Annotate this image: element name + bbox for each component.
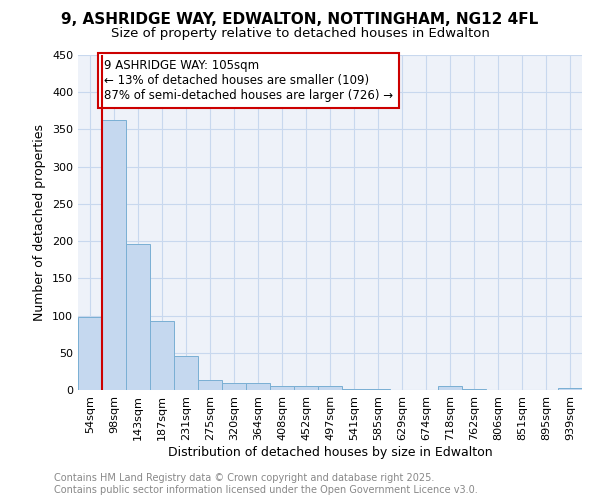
Bar [318,386,342,390]
X-axis label: Distribution of detached houses by size in Edwalton: Distribution of detached houses by size … [167,446,493,458]
Bar [438,386,462,390]
Bar [78,317,102,390]
Text: 9 ASHRIDGE WAY: 105sqm
← 13% of detached houses are smaller (109)
87% of semi-de: 9 ASHRIDGE WAY: 105sqm ← 13% of detached… [104,58,394,102]
Bar [222,382,246,390]
Bar [558,388,582,390]
Bar [270,386,294,390]
Bar [294,386,318,390]
Bar [102,120,126,390]
Text: Contains HM Land Registry data © Crown copyright and database right 2025.
Contai: Contains HM Land Registry data © Crown c… [54,474,478,495]
Bar [126,244,150,390]
Bar [150,321,174,390]
Bar [246,384,270,390]
Y-axis label: Number of detached properties: Number of detached properties [34,124,46,321]
Text: Size of property relative to detached houses in Edwalton: Size of property relative to detached ho… [110,28,490,40]
Bar [198,380,222,390]
Text: 9, ASHRIDGE WAY, EDWALTON, NOTTINGHAM, NG12 4FL: 9, ASHRIDGE WAY, EDWALTON, NOTTINGHAM, N… [61,12,539,28]
Bar [174,356,198,390]
